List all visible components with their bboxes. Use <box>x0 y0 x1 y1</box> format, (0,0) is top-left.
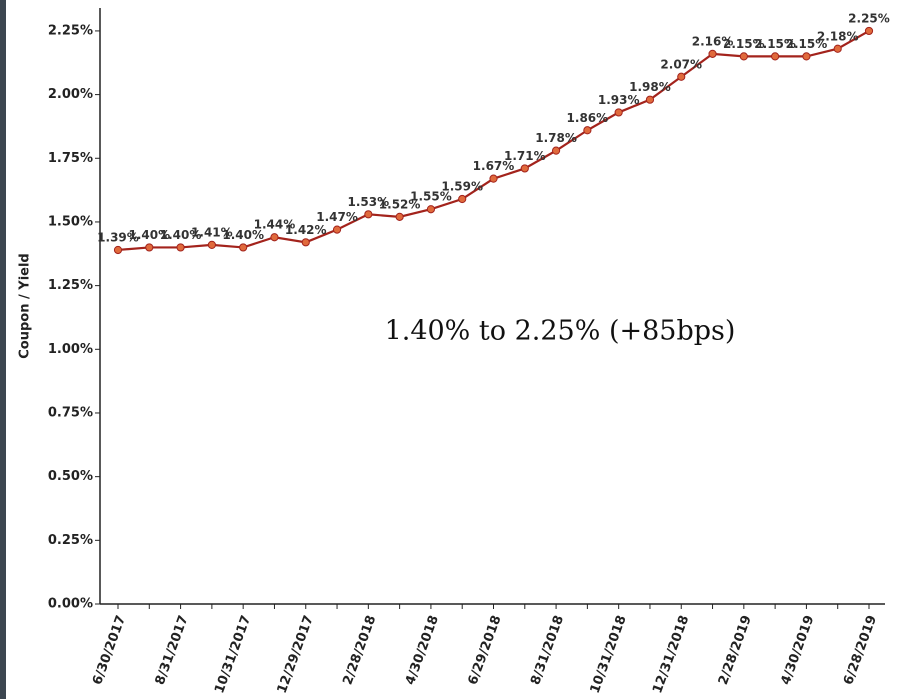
marker <box>364 210 373 219</box>
value-label: 1.86% <box>567 111 609 125</box>
marker <box>614 108 623 117</box>
x-tick-label: 6/29/2018 <box>466 613 505 687</box>
x-tick-label: 10/31/2018 <box>588 613 630 695</box>
marker <box>489 174 498 183</box>
y-axis-title: Coupon / Yield <box>18 253 33 358</box>
marker <box>207 240 216 249</box>
y-tick-label: 0.25% <box>48 533 93 548</box>
value-label: 2.18% <box>817 29 859 43</box>
y-tick-label: 1.50% <box>48 214 93 229</box>
value-label: 1.52% <box>379 197 421 211</box>
marker <box>395 212 404 221</box>
marker <box>551 146 561 155</box>
value-label: 1.47% <box>316 210 358 224</box>
value-label: 2.25% <box>848 11 890 25</box>
marker <box>458 194 467 204</box>
value-label: 2.15% <box>786 37 828 51</box>
marker <box>426 205 436 214</box>
value-label: 1.40% <box>222 228 264 242</box>
x-tick-label: 8/31/2017 <box>153 613 192 687</box>
y-tick-label: 1.00% <box>48 342 93 357</box>
marker <box>833 44 842 53</box>
x-tick-label: 6/30/2017 <box>90 613 129 687</box>
marker <box>301 238 310 247</box>
marker <box>864 26 874 36</box>
value-label: 1.40% <box>128 228 170 242</box>
x-tick-label: 4/30/2018 <box>403 613 442 687</box>
x-tick-label: 12/29/2017 <box>275 613 317 695</box>
value-label: 1.55% <box>410 190 452 204</box>
value-label: 1.44% <box>254 218 296 232</box>
left-border <box>0 0 6 699</box>
value-label: 1.41% <box>191 225 233 239</box>
value-label: 2.16% <box>692 34 734 48</box>
marker <box>771 52 780 61</box>
marker <box>739 52 748 61</box>
marker <box>113 245 123 255</box>
value-label: 1.59% <box>441 180 483 194</box>
y-tick-label: 0.75% <box>48 405 93 420</box>
value-label: 2.15% <box>754 37 796 51</box>
value-label: 2.15% <box>723 37 765 51</box>
marker <box>708 49 717 58</box>
x-tick-label: 12/31/2018 <box>650 613 692 695</box>
marker <box>332 225 342 234</box>
marker <box>176 243 185 252</box>
x-tick-label: 4/30/2019 <box>778 613 817 687</box>
x-tick-label: 8/31/2018 <box>528 613 567 687</box>
line <box>117 29 870 252</box>
value-label: 1.78% <box>535 131 577 145</box>
value-label: 1.67% <box>473 159 515 173</box>
marker <box>645 95 655 104</box>
marker <box>583 126 592 135</box>
value-label: 1.71% <box>504 149 546 163</box>
x-tick-label: 2/28/2019 <box>716 613 755 687</box>
value-label: 1.98% <box>629 80 671 94</box>
annotation: 1.40% to 2.25% (+85bps) <box>385 316 736 347</box>
y-tick-label: 1.75% <box>48 151 93 166</box>
x-tick-label: 6/28/2019 <box>841 613 880 687</box>
marker <box>270 233 279 242</box>
value-label: 1.93% <box>598 93 640 107</box>
y-tick-label: 1.25% <box>48 278 93 293</box>
marker <box>145 243 154 252</box>
marker <box>520 164 529 173</box>
marker <box>677 72 686 81</box>
value-label: 2.07% <box>660 57 702 71</box>
marker <box>239 243 248 252</box>
y-tick-label: 0.00% <box>48 597 93 612</box>
x-tick-label: 10/31/2017 <box>212 613 254 695</box>
value-label: 1.39% <box>97 230 139 244</box>
y-tick-label: 2.00% <box>48 87 93 102</box>
value-label: 1.40% <box>160 228 202 242</box>
value-label: 1.53% <box>348 195 390 209</box>
y-tick-label: 2.25% <box>48 23 93 38</box>
value-label: 1.42% <box>285 223 327 237</box>
x-tick-label: 2/28/2018 <box>340 613 379 687</box>
marker <box>802 52 811 61</box>
y-tick-label: 0.50% <box>48 469 93 484</box>
